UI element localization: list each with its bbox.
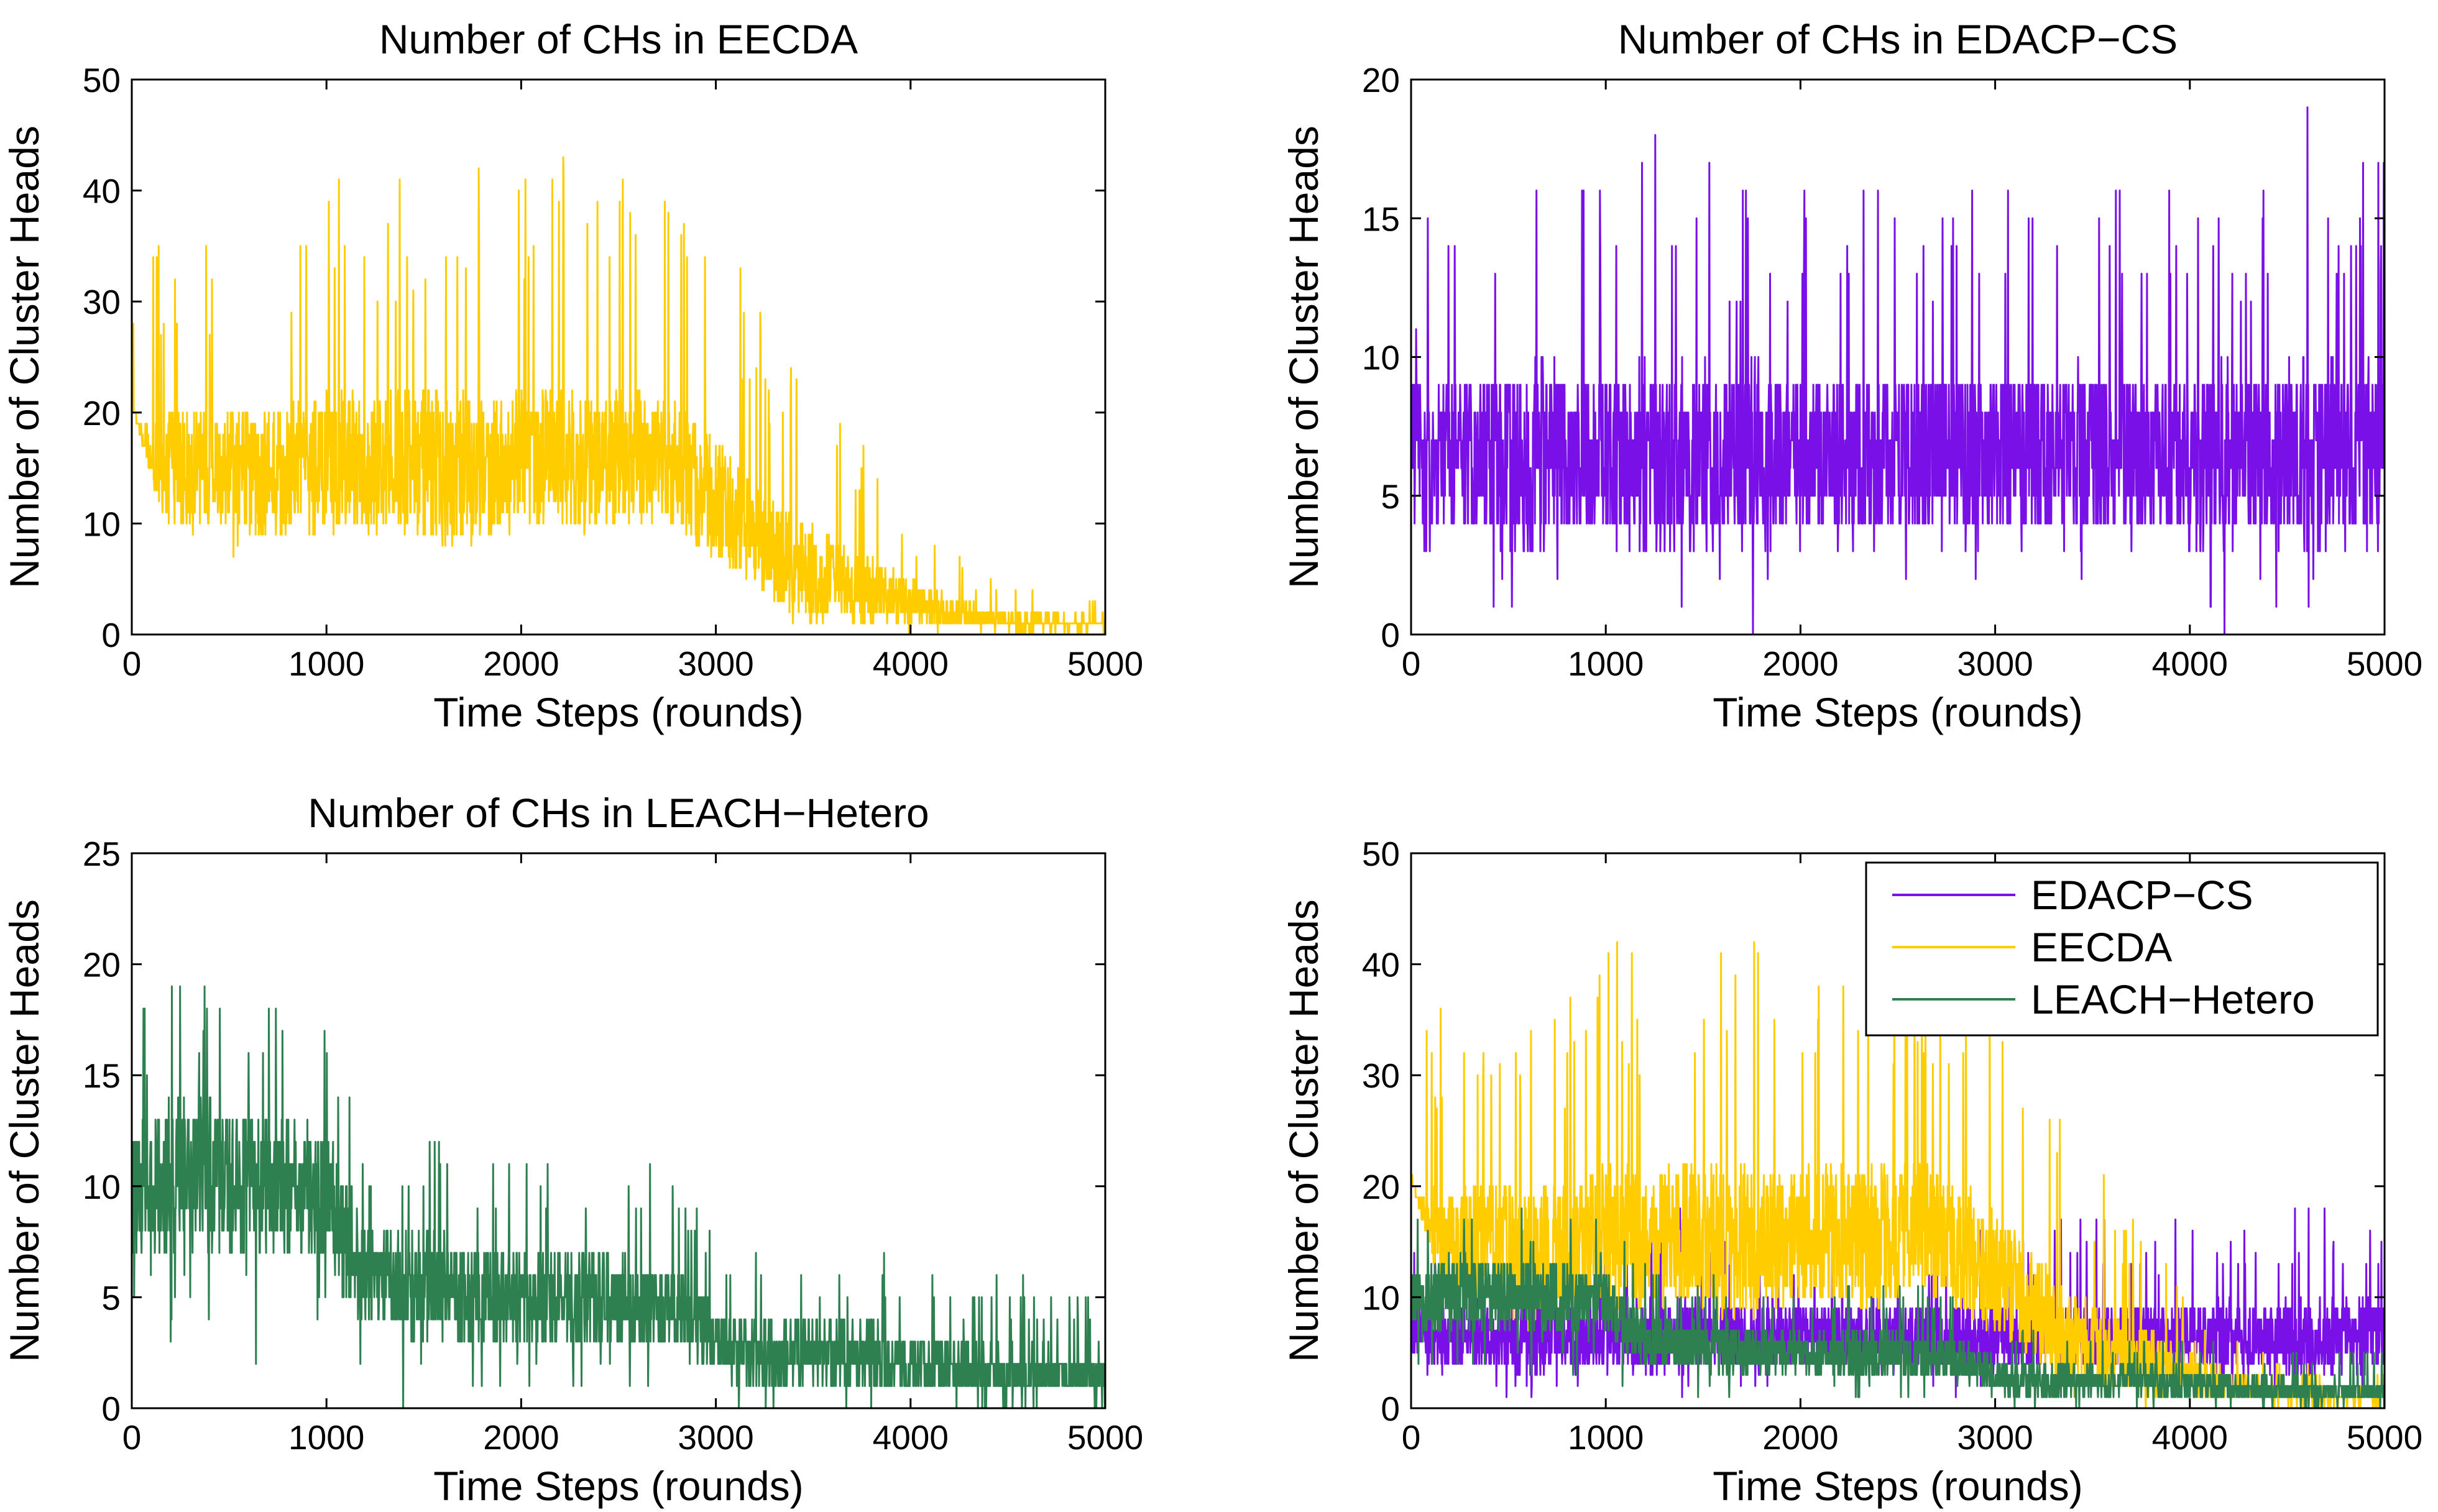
- legend-label: EECDA: [2031, 924, 2172, 970]
- y-tick-label: 20: [83, 946, 121, 984]
- x-tick-label: 4000: [2152, 644, 2228, 683]
- chart-title: Number of CHs in LEACH−Hetero: [308, 790, 929, 836]
- y-tick-label: 10: [1362, 339, 1400, 377]
- x-axis-label: Time Steps (rounds): [1713, 1463, 2082, 1509]
- x-tick-label: 2000: [1762, 1418, 1838, 1457]
- x-tick-label: 5000: [1067, 644, 1143, 683]
- x-tick-label: 4000: [2152, 1418, 2228, 1457]
- y-tick-label: 30: [1362, 1056, 1400, 1095]
- x-tick-label: 3000: [1957, 1418, 2033, 1457]
- y-tick-label: 15: [83, 1056, 121, 1095]
- x-tick-label: 3000: [678, 1418, 753, 1457]
- series-line-leach-hetero: [1411, 1207, 2385, 1408]
- x-tick-label: 0: [122, 1418, 142, 1457]
- x-tick-label: 5000: [1067, 1418, 1143, 1457]
- chart-title: Number of CHs in EECDA: [379, 16, 858, 62]
- y-axis-label: Number of Cluster Heads: [1, 899, 47, 1362]
- x-tick-label: 4000: [873, 644, 949, 683]
- chart-title: Number of CHs in EDACP−CS: [1618, 16, 2178, 62]
- y-tick-label: 40: [83, 172, 121, 211]
- x-tick-label: 0: [122, 644, 142, 683]
- legend-label: LEACH−Hetero: [2031, 976, 2315, 1022]
- x-tick-label: 5000: [2347, 644, 2422, 683]
- chart-panel-p2: 0 1000 2000 3000 4000 5000 0 5 10 15 20 Number of C…: [1281, 16, 2422, 735]
- y-axis-label: Number of Cluster Heads: [1, 126, 47, 589]
- chart-panel-p1: 0 1000 2000 3000 4000 5000 0 10 20 30 40 50 Number o…: [1, 16, 1143, 735]
- legend-box: [1865, 861, 2379, 1037]
- axes-frame: [131, 78, 1106, 636]
- y-axis-label: Number of Cluster Heads: [1281, 899, 1327, 1362]
- chart-panel-p4: 0 1000 2000 3000 4000 5000 0 10 20 30 40 50 Time Ste…: [1281, 835, 2422, 1509]
- y-tick-label: 50: [1362, 835, 1400, 873]
- y-tick-label: 5: [1381, 477, 1400, 516]
- series-line-edacp-cs: [1411, 106, 2385, 635]
- x-tick-label: 2000: [483, 644, 559, 683]
- y-tick-label: 5: [101, 1278, 121, 1317]
- axes-frame: [131, 852, 1106, 1409]
- series-group: [132, 985, 1105, 1408]
- axes-frame: [1410, 852, 2386, 1409]
- y-tick-label: 20: [1362, 61, 1400, 99]
- y-tick-label: 10: [1362, 1278, 1400, 1317]
- series-group: [1411, 941, 2385, 1408]
- y-tick-label: 20: [1362, 1168, 1400, 1206]
- y-tick-label: 10: [83, 1168, 121, 1206]
- y-tick-label: 0: [101, 1390, 121, 1428]
- series-group: [132, 156, 1105, 635]
- legend: EDACP−CS EECDA LEACH−Hetero: [1865, 861, 2379, 1037]
- y-tick-label: 50: [83, 61, 121, 99]
- series-line-leach-hetero: [132, 985, 1105, 1408]
- y-tick-label: 15: [1362, 199, 1400, 238]
- x-tick-label: 1000: [1568, 644, 1644, 683]
- x-tick-label: 3000: [678, 644, 753, 683]
- series-group: [1411, 106, 2385, 635]
- chart-panel-p3: 0 1000 2000 3000 4000 5000 0 5 10 15 20 25 Number of…: [1, 790, 1143, 1509]
- y-axis-label: Number of Cluster Heads: [1281, 126, 1327, 589]
- legend-label: EDACP−CS: [2031, 872, 2253, 918]
- y-tick-label: 30: [83, 283, 121, 321]
- x-tick-label: 5000: [2347, 1418, 2422, 1457]
- x-tick-label: 0: [1402, 644, 1421, 683]
- x-tick-label: 1000: [288, 1418, 364, 1457]
- x-tick-label: 1000: [288, 644, 364, 683]
- series-line-eecda: [132, 156, 1105, 635]
- x-tick-label: 2000: [483, 1418, 559, 1457]
- y-tick-label: 25: [83, 835, 121, 873]
- x-axis-label: Time Steps (rounds): [1713, 689, 2082, 735]
- y-tick-label: 0: [1381, 1390, 1400, 1428]
- y-tick-label: 40: [1362, 946, 1400, 984]
- x-axis-label: Time Steps (rounds): [433, 689, 803, 735]
- x-tick-label: 3000: [1957, 644, 2033, 683]
- y-tick-label: 20: [83, 394, 121, 433]
- y-tick-label: 10: [83, 505, 121, 543]
- x-tick-label: 2000: [1762, 644, 1838, 683]
- y-tick-label: 0: [1381, 616, 1400, 654]
- x-tick-label: 0: [1402, 1418, 1421, 1457]
- x-tick-label: 1000: [1568, 1418, 1644, 1457]
- x-axis-label: Time Steps (rounds): [433, 1463, 803, 1509]
- x-tick-label: 4000: [873, 1418, 949, 1457]
- y-tick-label: 0: [101, 616, 121, 654]
